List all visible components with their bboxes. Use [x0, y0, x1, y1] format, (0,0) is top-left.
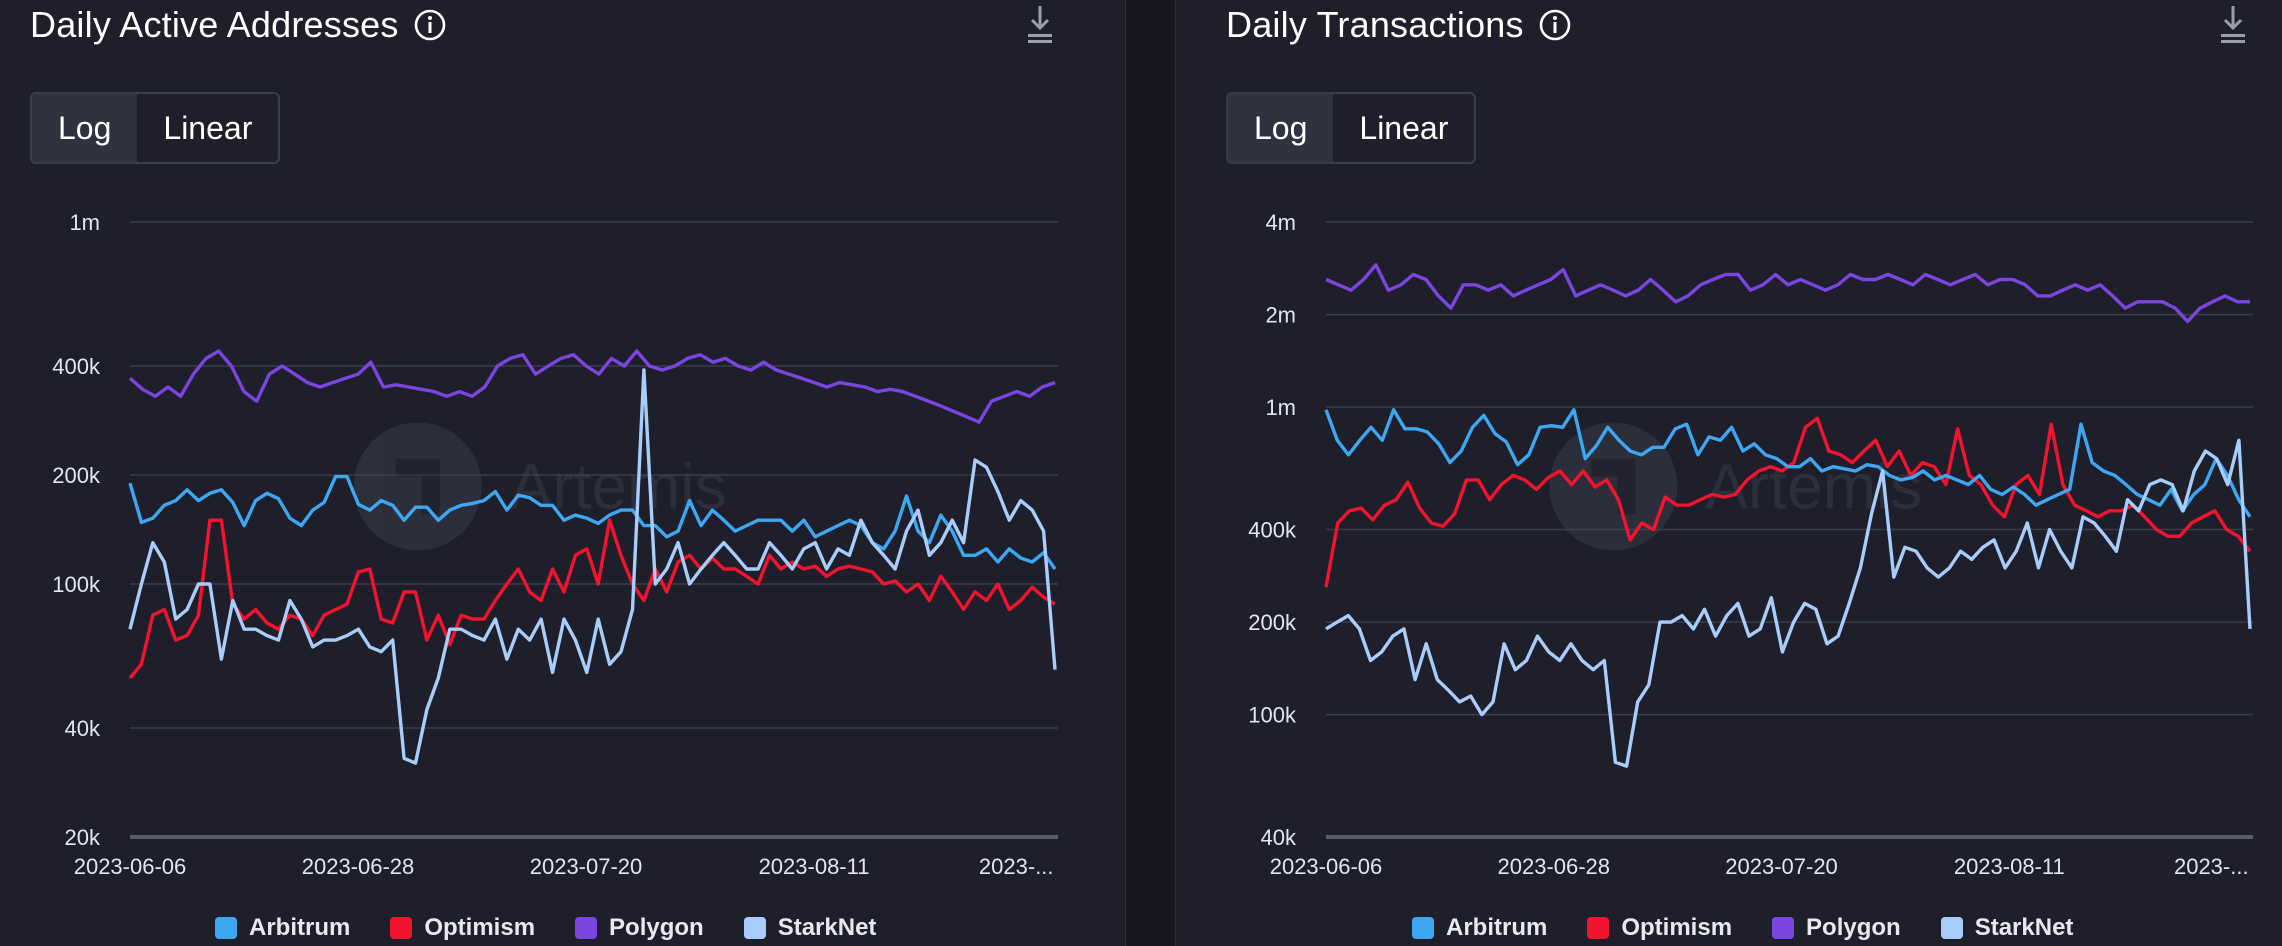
- legend-item-optimism[interactable]: Optimism: [1587, 914, 1732, 942]
- x-tick-label: 2023-07-20: [530, 854, 643, 879]
- y-tick-label: 400k: [1248, 518, 1297, 543]
- x-tick-label: 2023-08-11: [1954, 854, 2065, 879]
- chart-legend: Arbitrum Optimism Polygon StarkNet: [1412, 910, 2073, 946]
- log-toggle-button[interactable]: Log: [1228, 94, 1334, 162]
- x-tick-label: 2023-07-20: [1725, 854, 1838, 879]
- legend-label: StarkNet: [777, 914, 877, 941]
- series-line-arbitrum: [128, 474, 1057, 570]
- legend-label: StarkNet: [1974, 914, 2074, 941]
- legend-item-starknet[interactable]: StarkNet: [743, 914, 877, 942]
- legend-swatch: [215, 917, 237, 939]
- legend-swatch: [575, 917, 598, 939]
- legend-item-polygon[interactable]: Polygon: [575, 914, 704, 942]
- info-icon[interactable]: [413, 8, 447, 42]
- legend-item-arbitrum[interactable]: Arbitrum: [1412, 914, 1547, 942]
- scale-toggle: Log Linear: [30, 92, 281, 164]
- info-icon[interactable]: [1538, 8, 1572, 42]
- legend-label: Polygon: [1806, 914, 1901, 941]
- series-line-starknet: [1325, 438, 2252, 768]
- chart-title: Daily Active Addresses: [30, 4, 399, 45]
- y-tick-label: 200k: [52, 463, 101, 488]
- series-line-optimism: [128, 518, 1056, 680]
- panel-divider: [1125, 0, 1176, 946]
- chart-panel-active-addresses: Daily Active Addresses Log Linear 20k 40k…: [0, 0, 1125, 946]
- x-tick-label: 2023-06-28: [302, 854, 415, 879]
- legend-swatch: [390, 917, 413, 939]
- chart-legend: Arbitrum Optimism Polygon StarkNet: [215, 910, 876, 946]
- y-tick-label: 40k: [1261, 825, 1297, 850]
- y-tick-label: 1m: [1265, 395, 1296, 420]
- series-line-starknet: [128, 368, 1057, 765]
- x-tick-label: 2023-...: [979, 854, 1054, 879]
- watermark-logo: Artemis: [353, 422, 727, 551]
- download-icon[interactable]: [2218, 4, 2248, 44]
- legend-label: Optimism: [1621, 914, 1733, 941]
- active-addresses-chart: 20k 40k 100k 200k 400k 1m Artemis 2023-06-06 202…: [52, 210, 1058, 879]
- y-tick-label: 1m: [69, 210, 100, 235]
- legend-label: Arbitrum: [1446, 914, 1548, 941]
- download-icon[interactable]: [1025, 4, 1055, 44]
- legend-swatch: [1772, 917, 1795, 939]
- legend-item-arbitrum[interactable]: Arbitrum: [215, 914, 350, 942]
- x-tick-label: 2023-06-06: [74, 854, 187, 879]
- chart-title: Daily Transactions: [1226, 4, 1524, 45]
- legend-label: Arbitrum: [249, 914, 351, 941]
- legend-swatch: [743, 917, 766, 939]
- y-tick-label: 200k: [1248, 610, 1297, 635]
- x-tick-label: 2023-06-28: [1497, 854, 1610, 879]
- x-tick-label: 2023-08-11: [759, 854, 870, 879]
- x-tick-label: 2023-06-06: [1270, 854, 1383, 879]
- y-tick-label: 2m: [1265, 303, 1296, 328]
- legend-swatch: [1412, 917, 1434, 939]
- series-line-polygon: [1325, 263, 2250, 324]
- y-tick-label: 100k: [1248, 703, 1297, 728]
- legend-item-optimism[interactable]: Optimism: [390, 914, 535, 942]
- y-tick-label: 40k: [65, 716, 101, 741]
- scale-toggle: Log Linear: [1226, 92, 1477, 164]
- legend-item-polygon[interactable]: Polygon: [1772, 914, 1901, 942]
- chart-header: Daily Transactions: [1226, 0, 1572, 50]
- legend-label: Optimism: [424, 914, 536, 941]
- x-tick-label: 2023-...: [2174, 854, 2249, 879]
- linear-toggle-button[interactable]: Linear: [1359, 109, 1449, 146]
- legend-label: Polygon: [609, 914, 704, 941]
- series-line-arbitrum: [1324, 408, 2252, 518]
- chart-header: Daily Active Addresses: [30, 0, 447, 50]
- chart-panel-transactions: Daily Transactions Log Linear 40k 100k 200…: [1176, 0, 2282, 946]
- y-tick-label: 20k: [65, 825, 101, 850]
- legend-swatch: [1940, 917, 1963, 939]
- series-line-polygon: [128, 349, 1056, 424]
- y-tick-label: 400k: [52, 354, 101, 379]
- linear-toggle-button[interactable]: Linear: [163, 109, 253, 146]
- legend-swatch: [1587, 917, 1610, 939]
- log-toggle-button[interactable]: Log: [32, 94, 138, 162]
- legend-item-starknet[interactable]: StarkNet: [1940, 914, 2074, 942]
- y-tick-label: 100k: [52, 572, 101, 597]
- y-tick-label: 4m: [1265, 210, 1296, 235]
